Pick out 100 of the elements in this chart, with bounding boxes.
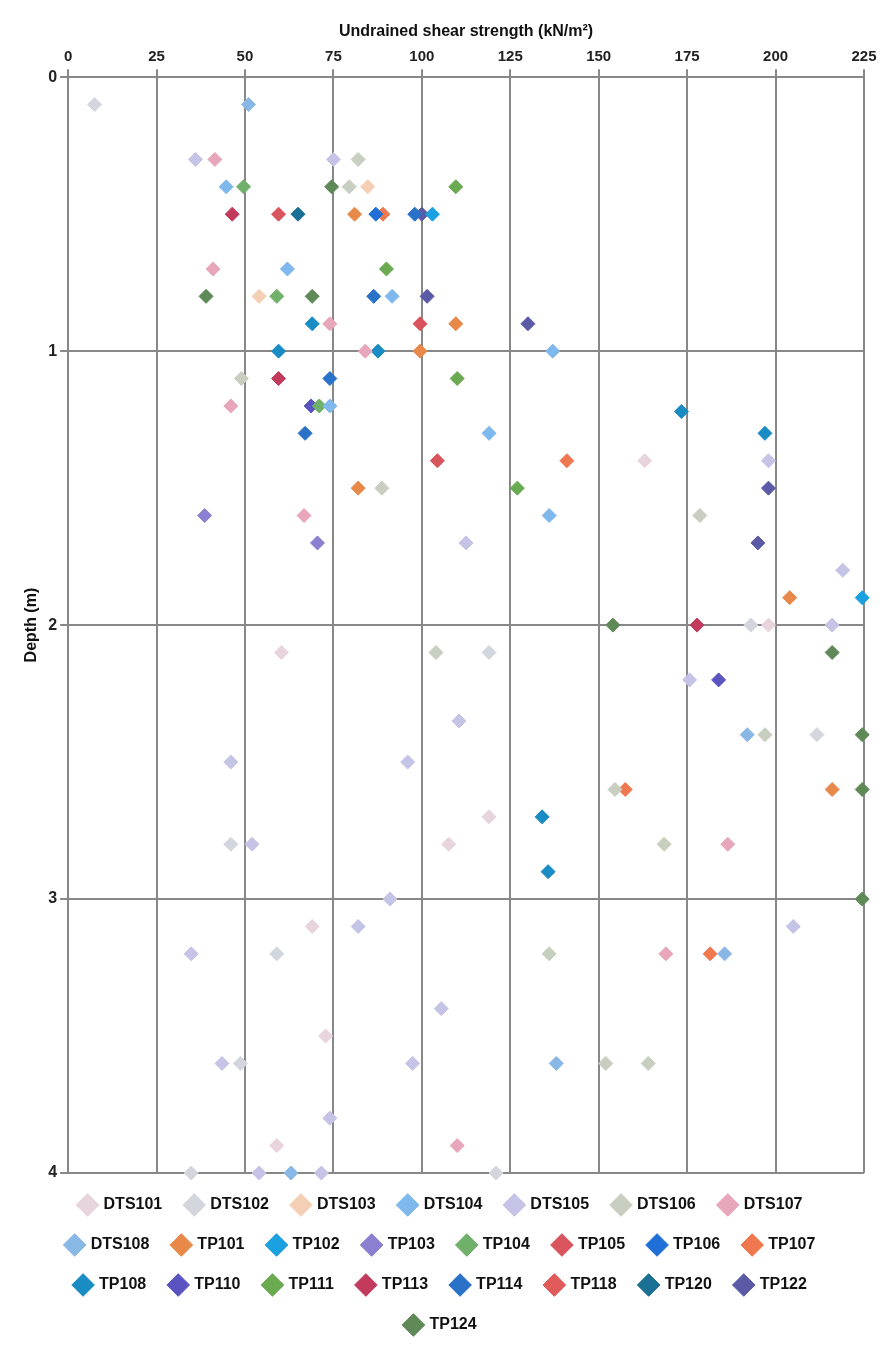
- point: [311, 398, 327, 414]
- point: [223, 398, 239, 414]
- legend-label: TP118: [570, 1275, 617, 1293]
- point: [405, 1055, 421, 1071]
- point: [559, 453, 575, 469]
- point: [223, 754, 239, 770]
- point: [419, 288, 435, 304]
- point: [637, 453, 653, 469]
- x-tick-label: 75: [325, 47, 342, 65]
- point: [236, 179, 252, 195]
- point: [835, 562, 851, 578]
- point: [448, 179, 464, 195]
- point: [205, 261, 221, 277]
- x-tick-label: 25: [148, 47, 165, 65]
- point: [296, 508, 312, 524]
- point: [271, 343, 287, 359]
- point: [481, 645, 497, 660]
- point: [743, 617, 759, 633]
- point: [548, 1055, 564, 1071]
- point: [782, 590, 798, 606]
- legend-label: TP105: [577, 1235, 626, 1253]
- point: [785, 918, 801, 934]
- point: [273, 645, 289, 660]
- point: [251, 1165, 267, 1181]
- point: [241, 97, 256, 113]
- x-tick-label: 100: [409, 47, 435, 65]
- legend-label: TP106: [673, 1235, 721, 1253]
- point: [854, 590, 870, 606]
- point: [350, 480, 366, 496]
- point: [368, 206, 384, 222]
- point: [322, 316, 338, 332]
- legend-label: TP124: [429, 1315, 477, 1333]
- point: [824, 617, 840, 633]
- point: [304, 918, 320, 934]
- point: [350, 918, 366, 934]
- point: [232, 1055, 248, 1071]
- point: [854, 891, 870, 907]
- x-tick-label: 150: [586, 47, 612, 65]
- point: [824, 645, 840, 660]
- point: [720, 836, 736, 852]
- point: [269, 1138, 285, 1154]
- point: [324, 179, 340, 195]
- point: [183, 946, 199, 962]
- point: [198, 288, 214, 304]
- point: [384, 288, 400, 304]
- point: [309, 535, 325, 551]
- legend-label: TP113: [381, 1275, 429, 1293]
- point: [673, 403, 689, 419]
- point: [598, 1055, 614, 1071]
- legend-label: TP110: [194, 1275, 241, 1293]
- point: [449, 371, 465, 387]
- y-tick-label: 1: [48, 341, 58, 359]
- legend-label: DTS105: [530, 1195, 590, 1213]
- point: [279, 261, 295, 277]
- x-tick-label: 50: [236, 47, 254, 65]
- point: [322, 1110, 338, 1126]
- point: [750, 535, 766, 551]
- point: [640, 1055, 656, 1071]
- point: [187, 151, 203, 167]
- point: [433, 1001, 449, 1017]
- point: [441, 836, 457, 852]
- point: [297, 425, 313, 441]
- point: [360, 179, 376, 195]
- legend-label: DTS107: [743, 1195, 803, 1213]
- legend-label: TP104: [482, 1235, 531, 1253]
- y-tick-label: 0: [48, 67, 58, 85]
- legend-label: DTS102: [210, 1195, 270, 1213]
- legend-label: TP102: [292, 1235, 340, 1253]
- point: [224, 206, 240, 222]
- point: [451, 713, 467, 729]
- legend-label: DTS101: [103, 1195, 163, 1213]
- x-tick-label: 225: [851, 47, 877, 65]
- point: [341, 179, 357, 195]
- point: [271, 371, 287, 387]
- point: [449, 1138, 465, 1154]
- y-tick-label: 2: [48, 615, 58, 633]
- point: [541, 946, 557, 962]
- point: [658, 946, 674, 962]
- legend-label: TP101: [197, 1235, 245, 1253]
- point: [481, 425, 497, 441]
- point: [607, 781, 623, 797]
- point: [214, 1055, 230, 1071]
- point: [366, 288, 382, 304]
- x-axis-title: Undrained shear strength (kN/m²): [338, 22, 594, 40]
- point: [407, 206, 423, 222]
- point: [233, 371, 249, 387]
- point: [400, 754, 416, 770]
- point: [541, 508, 557, 524]
- point: [87, 97, 103, 113]
- point: [223, 836, 239, 852]
- point: [824, 781, 840, 797]
- point: [313, 1165, 329, 1181]
- point: [350, 151, 366, 167]
- legend-label: TP107: [768, 1235, 816, 1253]
- legend-label: TP122: [759, 1275, 808, 1293]
- point: [207, 151, 223, 167]
- legend-label: TP114: [476, 1275, 523, 1293]
- y-axis-title: Depth (m): [22, 587, 40, 663]
- legend-label: DTS106: [637, 1195, 696, 1213]
- point: [382, 891, 398, 907]
